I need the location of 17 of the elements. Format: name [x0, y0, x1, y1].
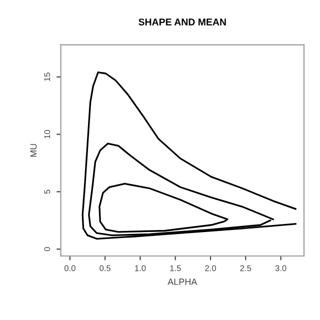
y-tick-label: 5	[44, 190, 50, 194]
line-series	[98, 182, 228, 233]
x-tick-label: 0.5	[100, 265, 111, 272]
x-tick-label: 2.5	[240, 265, 252, 272]
line-series	[88, 142, 274, 236]
y-tick-label: 15	[44, 72, 50, 81]
y-tick-label: 10	[44, 130, 50, 138]
line-series	[82, 72, 296, 240]
x-tick-label: 1.0	[135, 265, 146, 272]
chart-title: SHAPE AND MEAN	[138, 18, 226, 26]
x-tick-label: 2.0	[205, 265, 216, 272]
x-tick-label: 3.0	[275, 265, 286, 272]
x-axis-title: ALPHA	[168, 278, 198, 285]
x-tick-label: 1.5	[170, 265, 181, 272]
x-tick-label: 0.0	[64, 265, 76, 272]
y-tick-label: 0	[44, 247, 50, 252]
y-axis-title: MU	[30, 144, 37, 157]
